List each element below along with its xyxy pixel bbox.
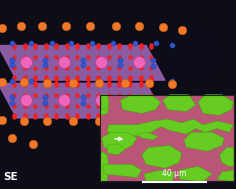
Polygon shape <box>0 83 165 118</box>
Polygon shape <box>101 132 137 151</box>
Polygon shape <box>0 45 165 80</box>
Polygon shape <box>179 166 212 181</box>
Polygon shape <box>120 94 160 113</box>
Ellipse shape <box>164 25 223 81</box>
Polygon shape <box>107 119 234 136</box>
Polygon shape <box>137 132 158 140</box>
Text: 40 μm: 40 μm <box>162 169 186 178</box>
Polygon shape <box>100 94 109 115</box>
Polygon shape <box>144 170 175 181</box>
Bar <box>100 94 234 181</box>
Polygon shape <box>100 151 109 181</box>
Polygon shape <box>104 164 142 178</box>
Polygon shape <box>163 94 196 112</box>
Bar <box>100 94 234 181</box>
Polygon shape <box>107 144 125 155</box>
Polygon shape <box>184 132 224 151</box>
Polygon shape <box>198 94 234 115</box>
Polygon shape <box>217 170 234 181</box>
Polygon shape <box>101 94 109 110</box>
Text: SE: SE <box>4 172 18 182</box>
Polygon shape <box>219 147 234 166</box>
Polygon shape <box>142 146 182 168</box>
